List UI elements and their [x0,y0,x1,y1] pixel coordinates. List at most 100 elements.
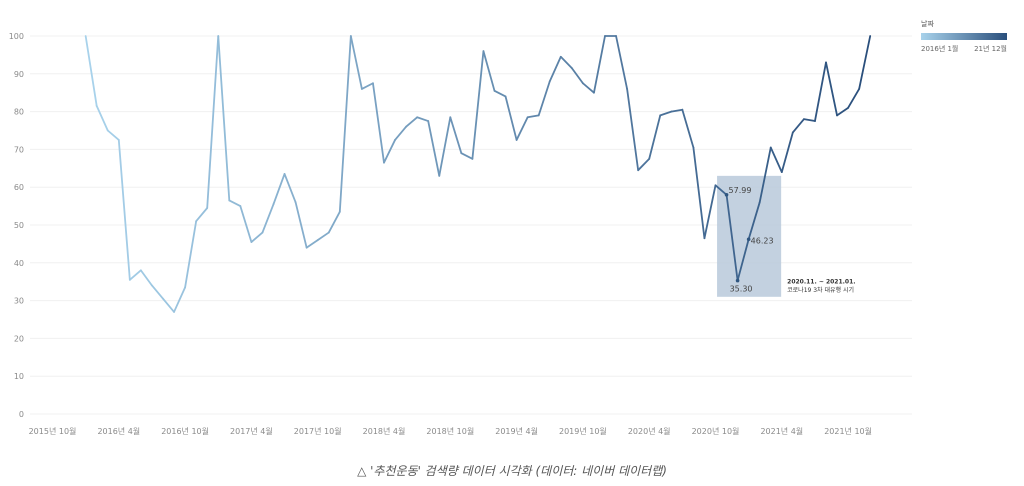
line-segment [537,80,551,117]
line-segment [272,173,286,206]
line-segment [714,184,728,196]
line-segment [769,146,783,173]
x-tick-label: 2016년 4월 [97,426,140,436]
legend-min-label: 2016년 1월 [921,44,958,53]
line-segment [814,61,827,122]
line-segment [637,157,651,172]
line-segment [648,114,662,160]
line-segment [626,88,640,172]
line-segment [570,67,584,85]
line-segment [460,152,474,160]
line-segment [184,220,198,289]
line-segment [261,203,275,234]
line-segment [283,173,297,204]
line-segment [173,286,187,313]
line-segment [847,88,861,109]
x-tick-label: 2019년 4월 [495,426,538,436]
legend-title: 날짜 [921,19,934,28]
chart-caption: △ '추천운동' 검색량 데이터 시각화 (데이터: 네이버 데이터랩) [357,464,667,478]
line-segment [747,201,761,241]
color-legend: 날짜 2016년 1월 21년 12월 [921,19,1007,53]
x-tick-label: 2016년 10월 [161,426,209,436]
line-segment [504,95,518,141]
line-segment [593,35,606,94]
line-segment [582,82,595,94]
x-tick-label: 2021년 4월 [760,426,803,436]
x-tick-label: 2018년 10월 [426,426,474,436]
line-segment [162,297,175,313]
highlight-note-period: 2020.11. ~ 2021.01. [787,279,855,286]
line-segment [416,116,430,122]
x-tick-label: 2021년 10월 [824,426,872,436]
line-segment [151,284,164,300]
line-segment [758,146,772,204]
line-segment [128,269,142,281]
line-segment [836,106,849,117]
line-segment [692,146,706,240]
line-segment [559,55,573,70]
series-line [84,35,872,313]
line-segment [217,35,231,202]
x-tick-label: 2019년 10월 [559,426,607,436]
line-segment [95,105,109,132]
highlight-note-desc: 코로나19 3차 대유행 시기 [787,286,854,294]
y-tick-label: 70 [14,145,24,154]
y-tick-label: 40 [14,259,24,268]
x-tick-label: 2015년 10월 [29,426,77,436]
line-segment [239,205,253,243]
line-segment [736,238,750,282]
y-tick-label: 20 [14,334,24,343]
line-segment [228,199,242,208]
x-tick-label: 2017년 4월 [230,426,273,436]
annotation-point [746,237,751,242]
line-segment [372,82,385,164]
line-segment [482,50,496,92]
line-segment [493,89,507,98]
line-segment [206,35,220,209]
line-segment [858,35,872,90]
line-segment [449,116,463,155]
y-tick-label: 80 [14,108,24,117]
line-segment [791,118,805,134]
line-segment [195,207,209,223]
y-tick-label: 30 [14,297,24,306]
line-segment [316,231,330,242]
annotation-point [724,192,729,197]
y-tick-label: 90 [14,70,24,79]
line-segment [526,114,540,119]
y-tick-label: 50 [14,221,24,230]
line-segment [405,116,419,128]
line-segment [515,116,529,141]
annotations: 57.99 35.30 46.23 [724,186,774,294]
line-segment [250,231,264,243]
line-segment [394,125,408,141]
annotation-label: 57.99 [729,186,752,195]
legend-max-label: 21년 12월 [974,44,1007,53]
annotation-point [735,278,740,283]
line-segment [360,82,374,90]
y-tick-label: 0 [19,410,24,419]
gridlines [30,35,912,415]
line-segment [84,35,98,107]
annotation-label: 35.30 [730,285,753,294]
line-segment [780,131,794,173]
line-segment [338,35,352,213]
x-tick-label: 2020년 10월 [692,426,740,436]
line-segment [548,55,562,83]
line-segment [327,210,341,234]
line-segment [139,269,153,287]
line-segment [383,139,396,164]
line-segment [615,35,628,90]
line-segment [803,118,816,122]
line-segment [438,116,452,177]
line-segment [725,193,739,282]
y-tick-label: 10 [14,372,24,381]
y-axis: 0 10 20 30 40 50 60 70 80 90 100 [9,32,24,419]
legend-color-bar [921,33,1007,40]
y-tick-label: 60 [14,183,24,192]
line-segment [305,239,319,249]
line-segment [427,120,441,177]
line-chart: 0 10 20 30 40 50 60 70 80 90 100 2015년 10월 2016년 4월… [9,19,1007,436]
x-tick-label: 2017년 10월 [294,426,342,436]
line-segment [294,201,308,249]
